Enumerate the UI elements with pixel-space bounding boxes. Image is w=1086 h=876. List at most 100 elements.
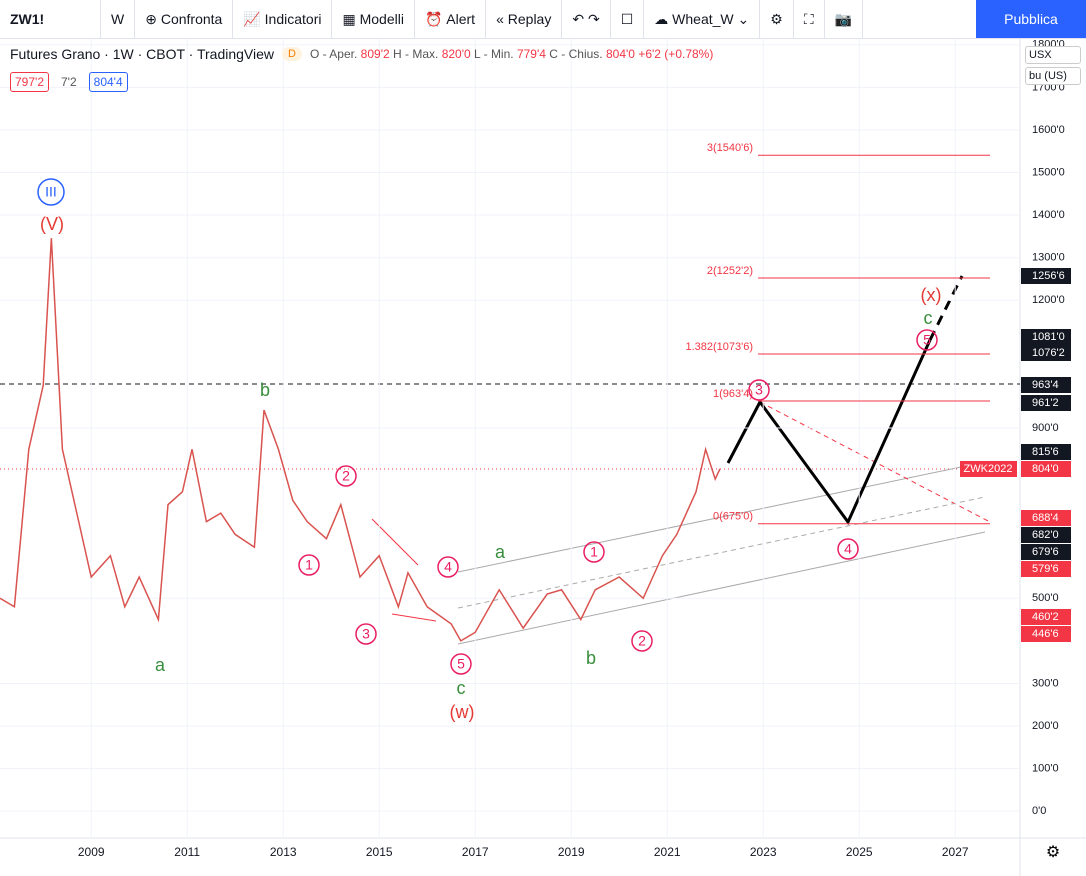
x-tick-label: 2027 <box>942 845 969 859</box>
price-tag: 446'6 <box>1032 628 1059 640</box>
wave-label: c <box>457 678 466 698</box>
y-tick-label: 0'0 <box>1032 805 1046 817</box>
label: Wheat_W <box>672 11 734 27</box>
wave-circle <box>837 538 859 560</box>
price-tag: 1256'6 <box>1032 270 1065 282</box>
interval[interactable]: W <box>101 0 136 38</box>
price-tag-bg <box>1021 268 1071 284</box>
badge: D <box>282 47 302 61</box>
price-tag: 961'2 <box>1032 397 1059 409</box>
publish-button[interactable]: Pubblica <box>976 0 1086 38</box>
currency[interactable]: USX <box>1025 46 1081 64</box>
wave-circle <box>748 379 770 401</box>
toolbar-item[interactable]: ⊕ Confronta <box>135 0 234 38</box>
y-tick-label: 300'0 <box>1032 677 1059 689</box>
wave-label: 1 <box>305 557 313 573</box>
wave-label: 2 <box>638 633 646 649</box>
price-tag-bg <box>1021 329 1071 345</box>
wave-circle <box>298 554 320 576</box>
price-tag-bg <box>1021 544 1071 560</box>
price-tag: 679'6 <box>1032 546 1059 558</box>
snapshot[interactable]: 📷 <box>825 0 864 38</box>
symbol[interactable]: ZW1! <box>0 0 101 38</box>
x-tick-label: 2023 <box>750 845 777 859</box>
bid[interactable]: 797'2 <box>10 72 49 92</box>
price-line <box>0 238 721 642</box>
projection <box>726 339 932 525</box>
x-tick-label: 2013 <box>270 845 297 859</box>
price-tag-bg <box>1021 561 1071 577</box>
x-tick-label: 2009 <box>78 845 105 859</box>
price-tag-bg <box>1021 377 1071 393</box>
price-tag: 1081'0 <box>1032 331 1065 343</box>
toolbar-item[interactable]: 📈 Indicatori <box>233 0 333 38</box>
fib-label: 0(675'0) <box>713 511 753 523</box>
wave-label: b <box>260 380 270 400</box>
x-tick-label: 2019 <box>558 845 585 859</box>
price-tag: 804'0 <box>1032 463 1059 475</box>
wave-label: a <box>495 542 506 562</box>
wave-label: 3 <box>755 382 763 398</box>
ohlc-value: 809'2 <box>360 47 390 61</box>
wave-label: (V) <box>40 214 64 234</box>
unit[interactable]: bu (US) <box>1025 67 1081 85</box>
wave-circle <box>335 465 357 487</box>
y-tick-label: 200'0 <box>1032 720 1059 732</box>
legend-title: Futures Grano · 1W · CBOT · TradingView <box>10 46 275 62</box>
wave-label: c <box>924 308 933 328</box>
wave-circle <box>355 623 377 645</box>
wave-label: 2 <box>342 468 350 484</box>
x-tick-label: 2015 <box>366 845 393 859</box>
x-tick-label: 2011 <box>174 845 200 859</box>
settings[interactable]: ⚙ <box>760 0 794 38</box>
toolbar-item[interactable]: ⏰ Alert <box>415 0 487 38</box>
label: Alert <box>446 11 476 27</box>
price-tag-bg <box>1021 510 1071 526</box>
fullscreen[interactable]: ⛶ <box>794 0 825 38</box>
wave-label: 5 <box>923 332 931 348</box>
channel <box>457 461 986 645</box>
price-tag: 579'6 <box>1032 563 1059 575</box>
wave-label: (x) <box>921 285 942 305</box>
wave-label: (w) <box>450 702 475 722</box>
wave-label: III <box>45 184 57 200</box>
price-tag-bg <box>1021 345 1071 361</box>
price-tag-bg <box>1021 609 1071 625</box>
undo[interactable]: ↶ ↷ <box>562 0 611 38</box>
change: +6'2 (+0.78%) <box>638 47 714 61</box>
fib-label: 1.382(1073'6) <box>685 341 753 353</box>
price-tag-bg <box>1021 395 1071 411</box>
price-tag: 688'4 <box>1032 512 1059 524</box>
price-tag: 682'0 <box>1032 529 1059 541</box>
wave-circle <box>631 630 653 652</box>
axis-controls: USX bu (US) <box>1025 46 1081 88</box>
wave-label: 4 <box>444 559 452 575</box>
label: Indicatori <box>264 11 322 27</box>
fib-label: 1(963'4) <box>713 388 753 400</box>
label: Confronta <box>160 11 223 27</box>
settings-icon[interactable]: ⚙ <box>1046 844 1060 861</box>
ohlc-label: O - Aper. <box>309 47 358 61</box>
price-tag-bg <box>1021 444 1071 460</box>
ohlc-value: 779'4 <box>516 47 546 61</box>
ohlc-label: H - Max. <box>393 47 439 61</box>
symbol-tag-bg <box>960 461 1017 477</box>
price-tag-bg <box>1021 527 1071 543</box>
toolbar-item[interactable]: ▦ Modelli <box>332 0 415 38</box>
layout[interactable]: ☁ Wheat_W ⌄ <box>644 0 761 38</box>
y-tick-label: 100'0 <box>1032 763 1059 775</box>
price-tag: 815'6 <box>1032 446 1059 458</box>
toolbar-item[interactable]: « Replay <box>486 0 563 38</box>
fib-label: 3(1540'6) <box>707 142 753 154</box>
price-tag: 460'2 <box>1032 611 1059 623</box>
wave-label: a <box>155 655 166 675</box>
y-tick-label: 1200'0 <box>1032 294 1065 306</box>
label: Modelli <box>359 11 404 27</box>
projection <box>928 275 964 341</box>
wave-circle <box>437 556 459 578</box>
ask[interactable]: 804'4 <box>88 72 128 92</box>
toolbar: ZW1! W ⊕ Confronta 📈 Indicatori ▦ Modell… <box>0 0 1086 39</box>
layout-toggle[interactable]: ☐ <box>611 0 645 38</box>
wave-label: 3 <box>362 626 370 642</box>
wave-circle <box>37 178 65 206</box>
